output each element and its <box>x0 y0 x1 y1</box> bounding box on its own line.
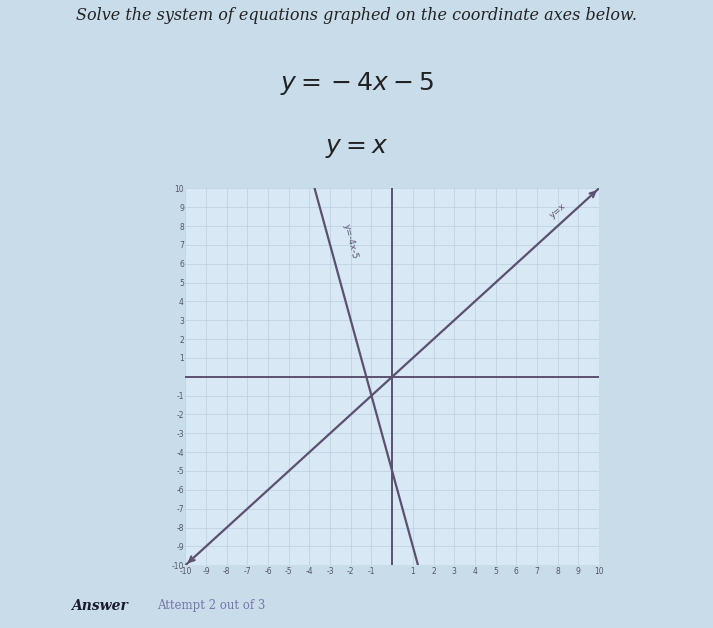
Text: $y = x$: $y = x$ <box>325 137 388 160</box>
Text: Attempt 2 out of 3: Attempt 2 out of 3 <box>157 599 265 612</box>
Text: Answer: Answer <box>71 599 128 614</box>
Text: Solve the system of equations graphed on the coordinate axes below.: Solve the system of equations graphed on… <box>76 7 637 24</box>
Text: y=x: y=x <box>548 202 568 220</box>
Text: $y = -4x - 5$: $y = -4x - 5$ <box>279 70 434 97</box>
Text: y=-4x-5: y=-4x-5 <box>342 222 359 260</box>
